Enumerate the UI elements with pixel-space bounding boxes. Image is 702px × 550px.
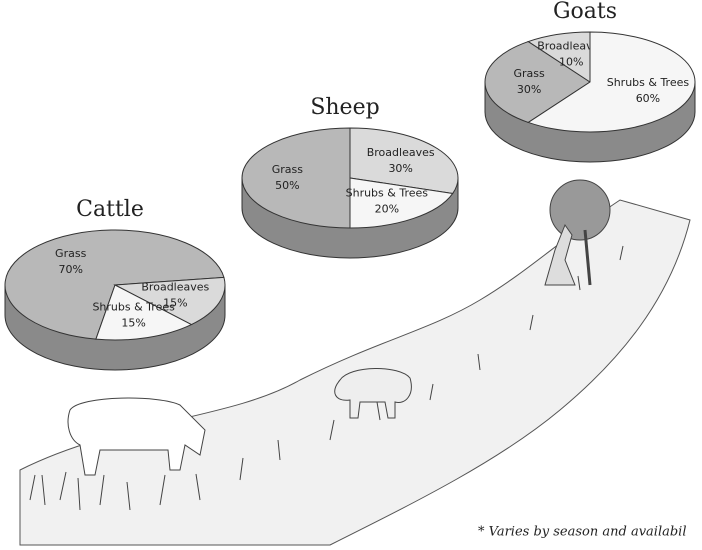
- slice-value: 30%: [517, 83, 541, 96]
- slice-value: 70%: [58, 263, 82, 276]
- chart-title: Goats: [553, 0, 617, 24]
- slice-label: Broadleaves: [141, 280, 209, 293]
- slice-value: 50%: [275, 179, 299, 192]
- slice-value: 10%: [559, 55, 583, 68]
- slice-label: Broadleaves: [367, 146, 435, 159]
- slice-value: 30%: [388, 162, 412, 175]
- slice-label: Grass: [513, 67, 545, 80]
- footnote: * Varies by season and availabil: [478, 525, 687, 540]
- slice-value: 60%: [636, 92, 660, 105]
- chart-title: Sheep: [310, 95, 379, 120]
- slice-label: Grass: [272, 163, 304, 176]
- chart-title: Cattle: [76, 197, 144, 222]
- slice-value: 15%: [121, 317, 145, 330]
- slice-value: 20%: [375, 202, 399, 215]
- slice-label: Shrubs & Trees: [607, 76, 690, 89]
- page: {"chart_data": [ {"type": "pie", "title"…: [0, 0, 702, 550]
- slice-label: Shrubs & Trees: [346, 186, 429, 199]
- illustration: * Varies by season and availabil Cattle G…: [0, 0, 702, 550]
- slice-label: Grass: [55, 247, 87, 260]
- slice-label: Shrubs & Trees: [92, 301, 175, 314]
